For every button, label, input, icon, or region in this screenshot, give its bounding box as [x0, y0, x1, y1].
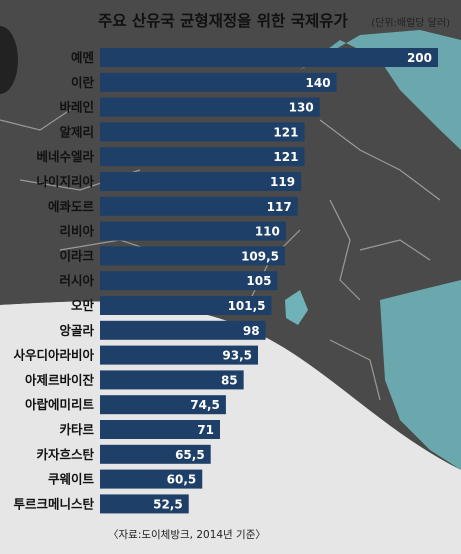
- bar-2: [100, 97, 320, 117]
- value-label-7: 110: [255, 225, 280, 239]
- bar-12: [100, 345, 259, 365]
- bar-15: [100, 420, 220, 439]
- bar-4: [100, 147, 305, 167]
- value-label-3: 121: [273, 125, 298, 139]
- value-label-1: 140: [306, 76, 331, 90]
- category-label-6: 에콰도르: [48, 199, 95, 214]
- category-label-7: 리비아: [59, 224, 94, 239]
- bar-17: [100, 469, 203, 489]
- category-label-5: 나이지리아: [36, 174, 94, 189]
- value-label-15: 71: [197, 423, 214, 437]
- category-label-9: 러시아: [59, 273, 94, 288]
- category-label-3: 알제리: [59, 124, 94, 139]
- category-label-12: 사우디아라비아: [13, 348, 94, 363]
- value-label-4: 121: [273, 150, 298, 164]
- category-label-1: 이란: [71, 75, 95, 90]
- value-label-0: 200: [407, 51, 432, 65]
- value-label-17: 60,5: [167, 473, 197, 487]
- value-label-14: 74,5: [190, 398, 220, 412]
- value-label-2: 130: [289, 101, 314, 115]
- bar-7: [100, 221, 286, 241]
- bar-3: [100, 122, 305, 142]
- value-label-8: 109,5: [241, 249, 279, 263]
- value-label-6: 117: [267, 200, 292, 214]
- chart-title: 주요 산유국 균형재정을 위한 국제유가: [98, 11, 348, 30]
- bar-0: [100, 48, 438, 67]
- bar-10: [100, 296, 272, 315]
- source-note: 〈자료:도이체방크, 2014년 기준〉: [108, 529, 266, 541]
- category-label-11: 앙골라: [59, 323, 94, 338]
- bar-14: [100, 395, 226, 415]
- bar-13: [100, 370, 244, 390]
- value-label-18: 52,5: [153, 497, 183, 511]
- value-label-10: 101,5: [228, 299, 266, 313]
- category-label-2: 바레인: [59, 100, 94, 115]
- value-label-13: 85: [221, 373, 238, 387]
- bar-5: [100, 172, 302, 191]
- category-label-13: 아제르바이잔: [25, 372, 95, 387]
- category-label-0: 예멘: [71, 50, 94, 65]
- value-label-16: 65,5: [175, 448, 205, 462]
- category-label-18: 투르크메니스탄: [13, 496, 94, 511]
- category-label-4: 베네수엘라: [36, 149, 94, 164]
- bar-9: [100, 271, 278, 291]
- bar-8: [100, 246, 286, 266]
- bar-6: [100, 196, 298, 216]
- value-label-9: 105: [246, 274, 271, 288]
- unit-label: (단위:배럴당 달러): [371, 16, 450, 29]
- category-label-14: 아랍에미리트: [25, 397, 95, 412]
- value-label-12: 93,5: [222, 349, 252, 363]
- bar-16: [100, 444, 211, 464]
- category-label-17: 쿠웨이트: [48, 472, 95, 487]
- category-label-15: 카타르: [59, 422, 94, 437]
- bar-1: [100, 72, 337, 92]
- bar-18: [100, 494, 189, 514]
- value-label-11: 98: [243, 324, 260, 338]
- category-label-16: 카자흐스탄: [36, 447, 94, 462]
- category-label-8: 이라크: [59, 248, 94, 263]
- bars-group: 예멘 200 이란 140 바레인 130 알제리 121 베네수엘라 121 나이지리아 119 에콰…: [13, 48, 438, 514]
- value-label-5: 119: [270, 175, 295, 189]
- category-label-10: 오만: [71, 298, 95, 313]
- bar-11: [100, 320, 266, 340]
